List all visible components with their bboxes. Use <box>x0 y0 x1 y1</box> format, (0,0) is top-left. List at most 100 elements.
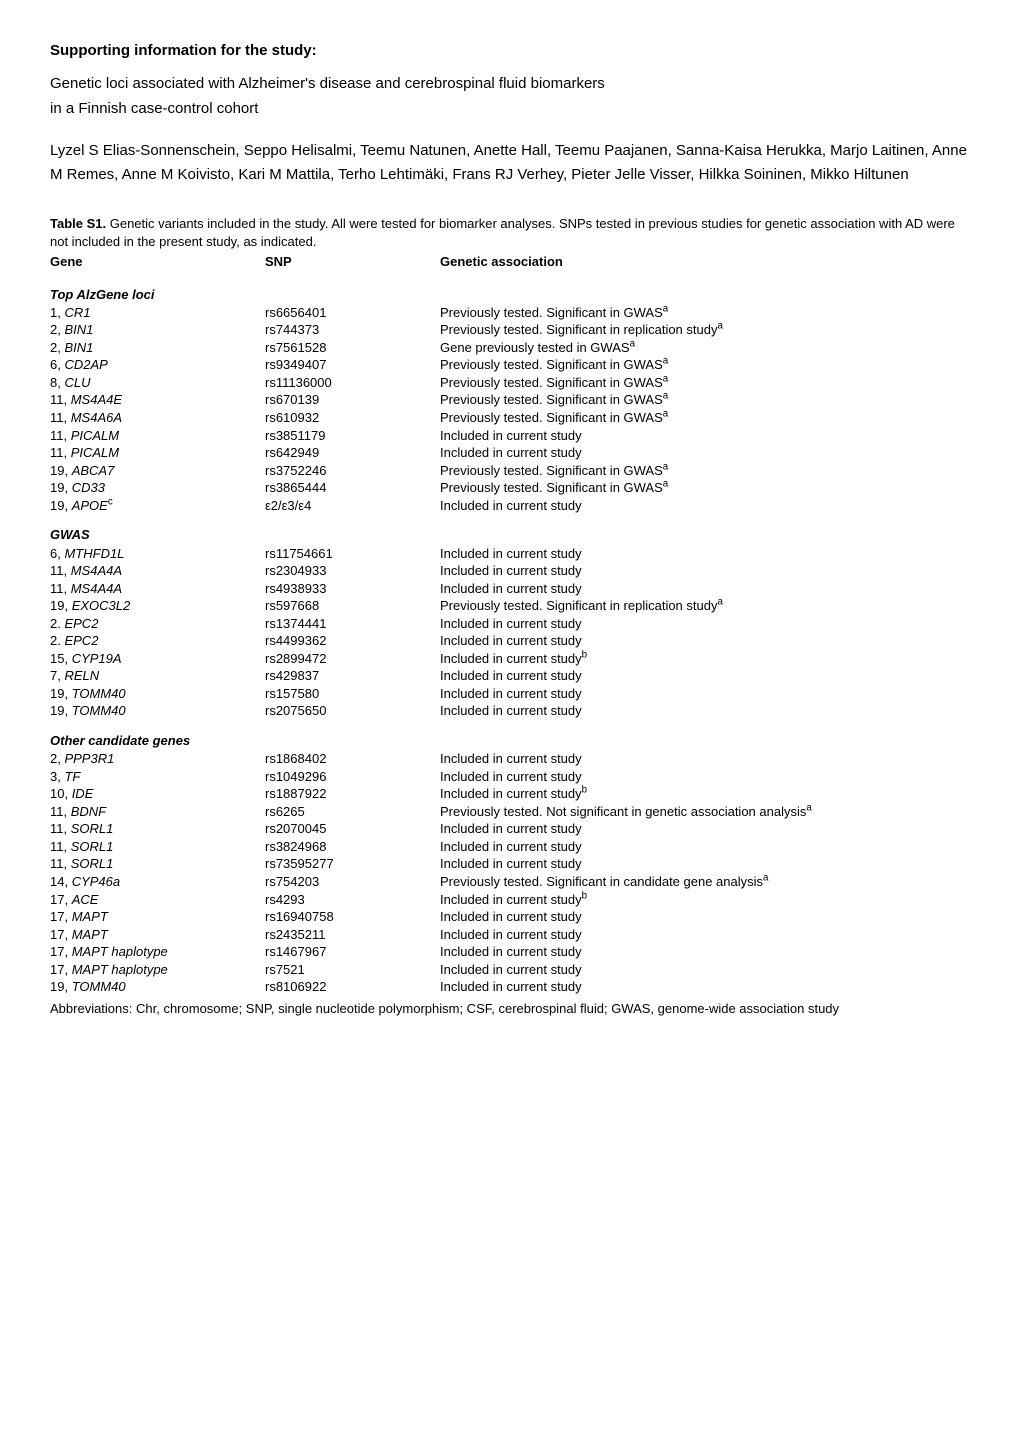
subtitle-line-2: in a Finnish case-control cohort <box>50 98 970 119</box>
table-row: 8, CLUrs11136000Previously tested. Signi… <box>50 374 970 392</box>
snp-cell: rs597668 <box>265 597 440 615</box>
gene-cell: 19, ABCA7 <box>50 462 265 480</box>
table-row: 19, APOEcε2/ε3/ε4Included in current stu… <box>50 497 970 515</box>
section-other: Other candidate genes <box>50 732 970 750</box>
table-row: 1, CR1rs6656401Previously tested. Signif… <box>50 304 970 322</box>
snp-cell: rs642949 <box>265 444 440 462</box>
gene-cell: 2, PPP3R1 <box>50 750 265 768</box>
table-row: 11, PICALMrs642949Included in current st… <box>50 444 970 462</box>
snp-cell: rs3851179 <box>265 427 440 445</box>
table-row: 2, PPP3R1rs1868402Included in current st… <box>50 750 970 768</box>
table-row: 19, TOMM40rs2075650Included in current s… <box>50 702 970 720</box>
table-row: 11, PICALMrs3851179Included in current s… <box>50 427 970 445</box>
snp-cell: rs754203 <box>265 873 440 891</box>
gene-cell: 7, RELN <box>50 667 265 685</box>
assoc-cell: Previously tested. Significant in GWASa <box>440 462 970 480</box>
assoc-cell: Included in current study <box>440 750 970 768</box>
assoc-cell: Included in current study <box>440 562 970 580</box>
gene-cell: 19, APOEc <box>50 497 265 515</box>
gene-cell: 17, MAPT haplotype <box>50 961 265 979</box>
gene-cell: 2, BIN1 <box>50 339 265 357</box>
table-row: 19, TOMM40rs8106922Included in current s… <box>50 978 970 996</box>
gene-cell: 19, TOMM40 <box>50 978 265 996</box>
snp-cell: rs9349407 <box>265 356 440 374</box>
table-caption-text: Genetic variants included in the study. … <box>50 216 955 249</box>
col-header-gene: Gene <box>50 253 265 271</box>
snp-cell: rs4293 <box>265 891 440 909</box>
snp-cell: rs744373 <box>265 321 440 339</box>
authors: Lyzel S Elias-Sonnenschein, Seppo Helisa… <box>50 139 970 187</box>
table-row: 11, MS4A6Ars610932Previously tested. Sig… <box>50 409 970 427</box>
assoc-cell: Included in current study <box>440 444 970 462</box>
table-row: 11, MS4A4Ers670139Previously tested. Sig… <box>50 391 970 409</box>
snp-cell: rs3865444 <box>265 479 440 497</box>
snp-cell: rs16940758 <box>265 908 440 926</box>
assoc-cell: Included in current study <box>440 632 970 650</box>
gwas-rows: 6, MTHFD1Lrs11754661Included in current … <box>50 545 970 720</box>
table-row: 17, MAPTrs2435211Included in current stu… <box>50 926 970 944</box>
gene-cell: 11, SORL1 <box>50 838 265 856</box>
gene-cell: 19, TOMM40 <box>50 685 265 703</box>
gene-cell: 8, CLU <box>50 374 265 392</box>
snp-cell: rs1887922 <box>265 785 440 803</box>
table-row: 17, MAPTrs16940758Included in current st… <box>50 908 970 926</box>
assoc-cell: Included in current study <box>440 978 970 996</box>
snp-cell: rs73595277 <box>265 855 440 873</box>
table-row: 11, MS4A4Ars4938933Included in current s… <box>50 580 970 598</box>
snp-cell: rs11754661 <box>265 545 440 563</box>
table-row: 11, BDNFrs6265Previously tested. Not sig… <box>50 803 970 821</box>
table-row: 2, BIN1rs744373Previously tested. Signif… <box>50 321 970 339</box>
table-label: Table S1. <box>50 216 106 231</box>
assoc-cell: Previously tested. Significant in GWASa <box>440 479 970 497</box>
assoc-cell: Included in current study <box>440 961 970 979</box>
gene-cell: 1, CR1 <box>50 304 265 322</box>
col-header-snp: SNP <box>265 253 440 271</box>
assoc-cell: Included in current study <box>440 427 970 445</box>
assoc-cell: Included in current study <box>440 820 970 838</box>
snp-cell: rs3824968 <box>265 838 440 856</box>
snp-cell: rs1868402 <box>265 750 440 768</box>
table-row: 14, CYP46ars754203Previously tested. Sig… <box>50 873 970 891</box>
table-row: 19, EXOC3L2rs597668Previously tested. Si… <box>50 597 970 615</box>
snp-cell: rs4499362 <box>265 632 440 650</box>
table-row: 17, ACErs4293Included in current studyb <box>50 891 970 909</box>
section-gwas: GWAS <box>50 526 970 544</box>
snp-cell: rs6265 <box>265 803 440 821</box>
table-caption: Table S1. Genetic variants included in t… <box>50 215 970 251</box>
gene-cell: 19, CD33 <box>50 479 265 497</box>
table-row: 19, CD33rs3865444Previously tested. Sign… <box>50 479 970 497</box>
gene-cell: 11, BDNF <box>50 803 265 821</box>
gene-cell: 11, MS4A4E <box>50 391 265 409</box>
snp-cell: rs4938933 <box>265 580 440 598</box>
gene-cell: 3, TF <box>50 768 265 786</box>
column-headers: Gene SNP Genetic association <box>50 253 970 271</box>
table-row: 2. EPC2rs4499362Included in current stud… <box>50 632 970 650</box>
snp-cell: rs429837 <box>265 667 440 685</box>
assoc-cell: Included in current study <box>440 943 970 961</box>
gene-cell: 19, EXOC3L2 <box>50 597 265 615</box>
gene-cell: 11, PICALM <box>50 444 265 462</box>
snp-cell: rs157580 <box>265 685 440 703</box>
gene-cell: 17, MAPT <box>50 926 265 944</box>
gene-cell: 17, MAPT haplotype <box>50 943 265 961</box>
table-row: 6, CD2APrs9349407Previously tested. Sign… <box>50 356 970 374</box>
snp-cell: rs1049296 <box>265 768 440 786</box>
snp-cell: rs2075650 <box>265 702 440 720</box>
col-header-assoc: Genetic association <box>440 253 970 271</box>
snp-cell: rs1374441 <box>265 615 440 633</box>
table-row: 7, RELNrs429837Included in current study <box>50 667 970 685</box>
section-top-alzgene: Top AlzGene loci <box>50 286 970 304</box>
table-row: 11, SORL1rs73595277Included in current s… <box>50 855 970 873</box>
assoc-cell: Included in current study <box>440 855 970 873</box>
gene-cell: 6, CD2AP <box>50 356 265 374</box>
gene-cell: 17, ACE <box>50 891 265 909</box>
assoc-cell: Previously tested. Significant in candid… <box>440 873 970 891</box>
table-row: 2, BIN1rs7561528Gene previously tested i… <box>50 339 970 357</box>
abbreviations: Abbreviations: Chr, chromosome; SNP, sin… <box>50 1000 970 1018</box>
assoc-cell: Previously tested. Significant in GWASa <box>440 374 970 392</box>
assoc-cell: Previously tested. Significant in replic… <box>440 597 970 615</box>
snp-cell: rs3752246 <box>265 462 440 480</box>
gene-cell: 11, MS4A4A <box>50 562 265 580</box>
assoc-cell: Included in current study <box>440 545 970 563</box>
assoc-cell: Included in current studyb <box>440 891 970 909</box>
